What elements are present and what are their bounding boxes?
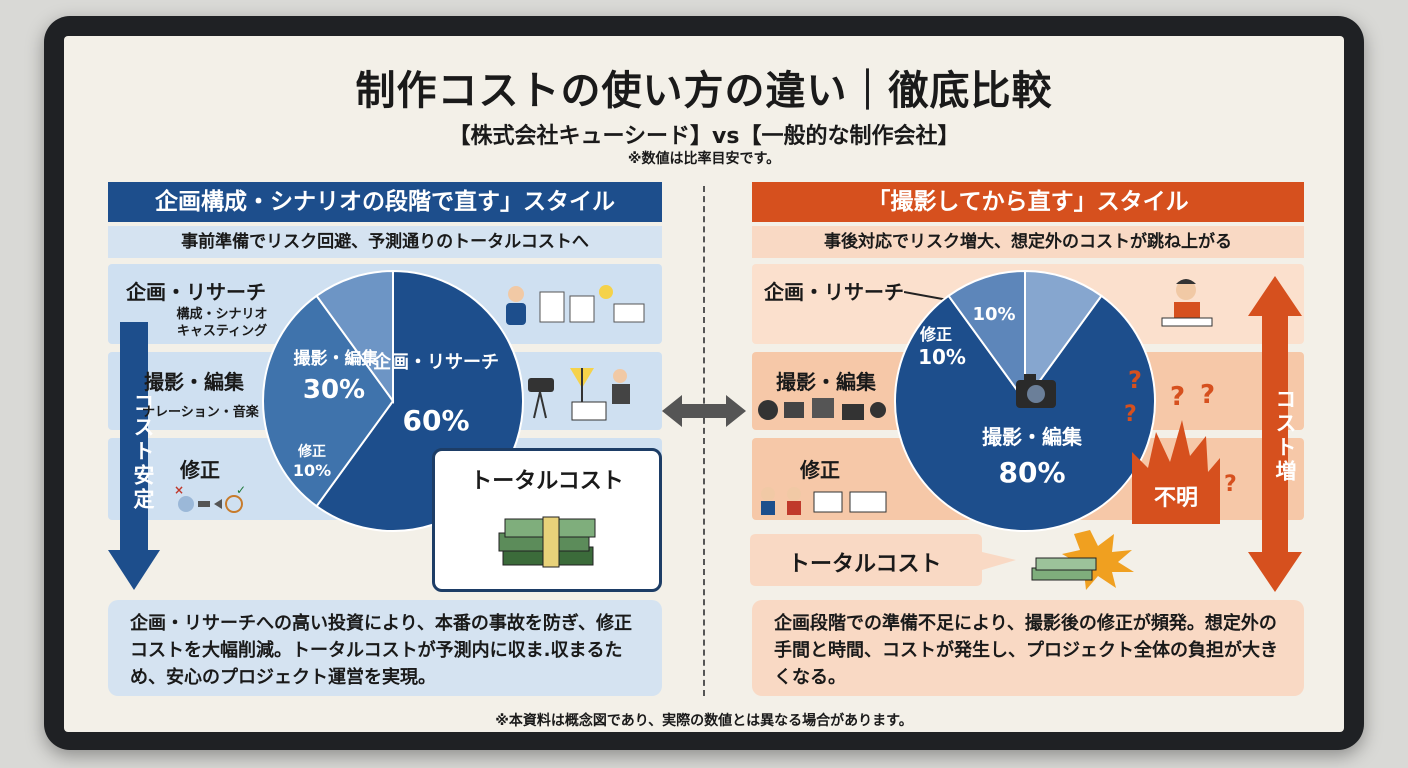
equipment-illustration-icon [758,398,886,420]
left-pie-label-planning: 企画・リサーチ [372,351,499,373]
right-description: 企画段階での準備不足により、撮影後の修正が頻発。想定外の手間と時間、コストが発生… [752,600,1304,696]
left-header: 企画構成・シナリオの段階で直す」スタイル [108,182,662,222]
left-row-planning-sub1: 構成・シナリオ [176,307,268,322]
question-mark-icon: ? [1124,402,1137,427]
left-row-planning-label: 企画・リサーチ [126,280,266,304]
right-pie-label-shooting: 撮影・編集 [982,425,1083,449]
question-mark-icon: ? [1170,382,1186,412]
left-pie-value-planning: 60% [402,404,469,437]
page-title: 制作コストの使い方の違い｜徹底比較 [355,68,1053,114]
page-subtitle: 【株式会社キューシード】vs【一般的な制作会社】 [448,124,960,149]
left-total-cost-label: トータルコスト [470,469,624,494]
compare-arrow-icon [662,395,746,427]
left-row-shooting-sub: ナレーション・音楽 [142,405,259,420]
shooting-illustration-icon [528,368,630,421]
svg-text:✓: ✓ [236,483,246,497]
left-pie-value-shooting: 30% [303,375,365,405]
ratio-note: ※数値は比率目安です。 [627,151,781,167]
right-pie-slice-0 [894,294,1156,532]
unknown-cost-burst-icon [1132,420,1220,524]
right-subheader: 事後対応でリスク増大、想定外のコストが跳ね上がる [752,226,1304,258]
cost-stable-label: コスト安定 [131,392,155,512]
left-pie-slice-2 [315,269,394,405]
right-header: 「撮影してから直す」スタイル [752,182,1304,222]
right-pie-value-planning: 10% [972,304,1015,325]
left-pie-label-revision: 修正 [297,443,326,460]
right-pie-slice-1 [947,269,1026,405]
burning-money-icon [1031,530,1134,590]
left-row-revision-label: 修正 [180,458,220,482]
right-pie-slice-2 [1024,269,1103,405]
revision-flow-icon: × ✓ [174,483,246,513]
unknown-cost-label: 不明 [1153,486,1198,511]
right-pie-value-revision: 10% [918,345,966,369]
revision-chaos-illustration-icon [761,487,887,515]
right-pie-value-shooting: 80% [998,456,1065,489]
slide: 制作コストの使い方の違い｜徹底比較 【株式会社キューシード】vs【一般的な制作会… [64,36,1344,732]
left-row-shooting-label: 撮影・編集 [144,370,244,394]
money-stack-icon [498,516,596,568]
right-pie-chart: 撮影・編集 80% 修正 10% 10% [894,269,1156,532]
svg-text:×: × [174,483,184,497]
right-row-revision-label: 修正 [800,458,840,482]
camera-icon [1016,374,1056,408]
left-subheader: 事前準備でリスク回避、予測通りのトータルコストへ [108,226,662,258]
cost-stable-arrow [108,322,160,590]
right-total-cost-callout [750,534,1016,586]
cost-increase-label: コスト増 [1273,388,1297,484]
left-description: 企画・リサーチへの高い投資により、本番の事故を防ぎ、修正コストを大幅削減。トータ… [108,600,662,696]
research-illustration-icon [506,285,645,325]
left-total-cost-box: トータルコスト [432,448,662,592]
question-mark-icon: ? [1224,472,1237,497]
center-divider [703,186,705,696]
footnote: ※本資料は概念図であり、実際の数値とは異なる場合があります。 [495,713,913,729]
right-pie-label-revision: 修正 [919,325,952,344]
cost-increase-arrow [1248,276,1302,592]
right-row-shooting-label: 撮影・編集 [776,370,876,394]
left-pie-label-shooting: 撮影・編集 [294,348,380,369]
left-pie-value-revision: 10% [293,461,331,480]
stressed-worker-icon [1161,279,1213,327]
left-pie-slice-1 [262,294,395,508]
left-row-planning-sub2: キャスティング [176,324,268,339]
right-total-cost-label: トータルコスト [788,552,942,577]
right-row-planning-label: 企画・リサーチ [764,280,904,304]
question-mark-icon: ? [1128,366,1142,394]
question-mark-icon: ? [1200,380,1216,410]
